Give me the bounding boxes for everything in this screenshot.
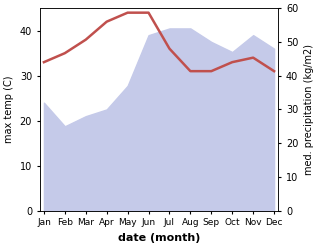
Y-axis label: max temp (C): max temp (C)	[4, 76, 14, 143]
Y-axis label: med. precipitation (kg/m2): med. precipitation (kg/m2)	[304, 44, 314, 175]
X-axis label: date (month): date (month)	[118, 233, 200, 243]
